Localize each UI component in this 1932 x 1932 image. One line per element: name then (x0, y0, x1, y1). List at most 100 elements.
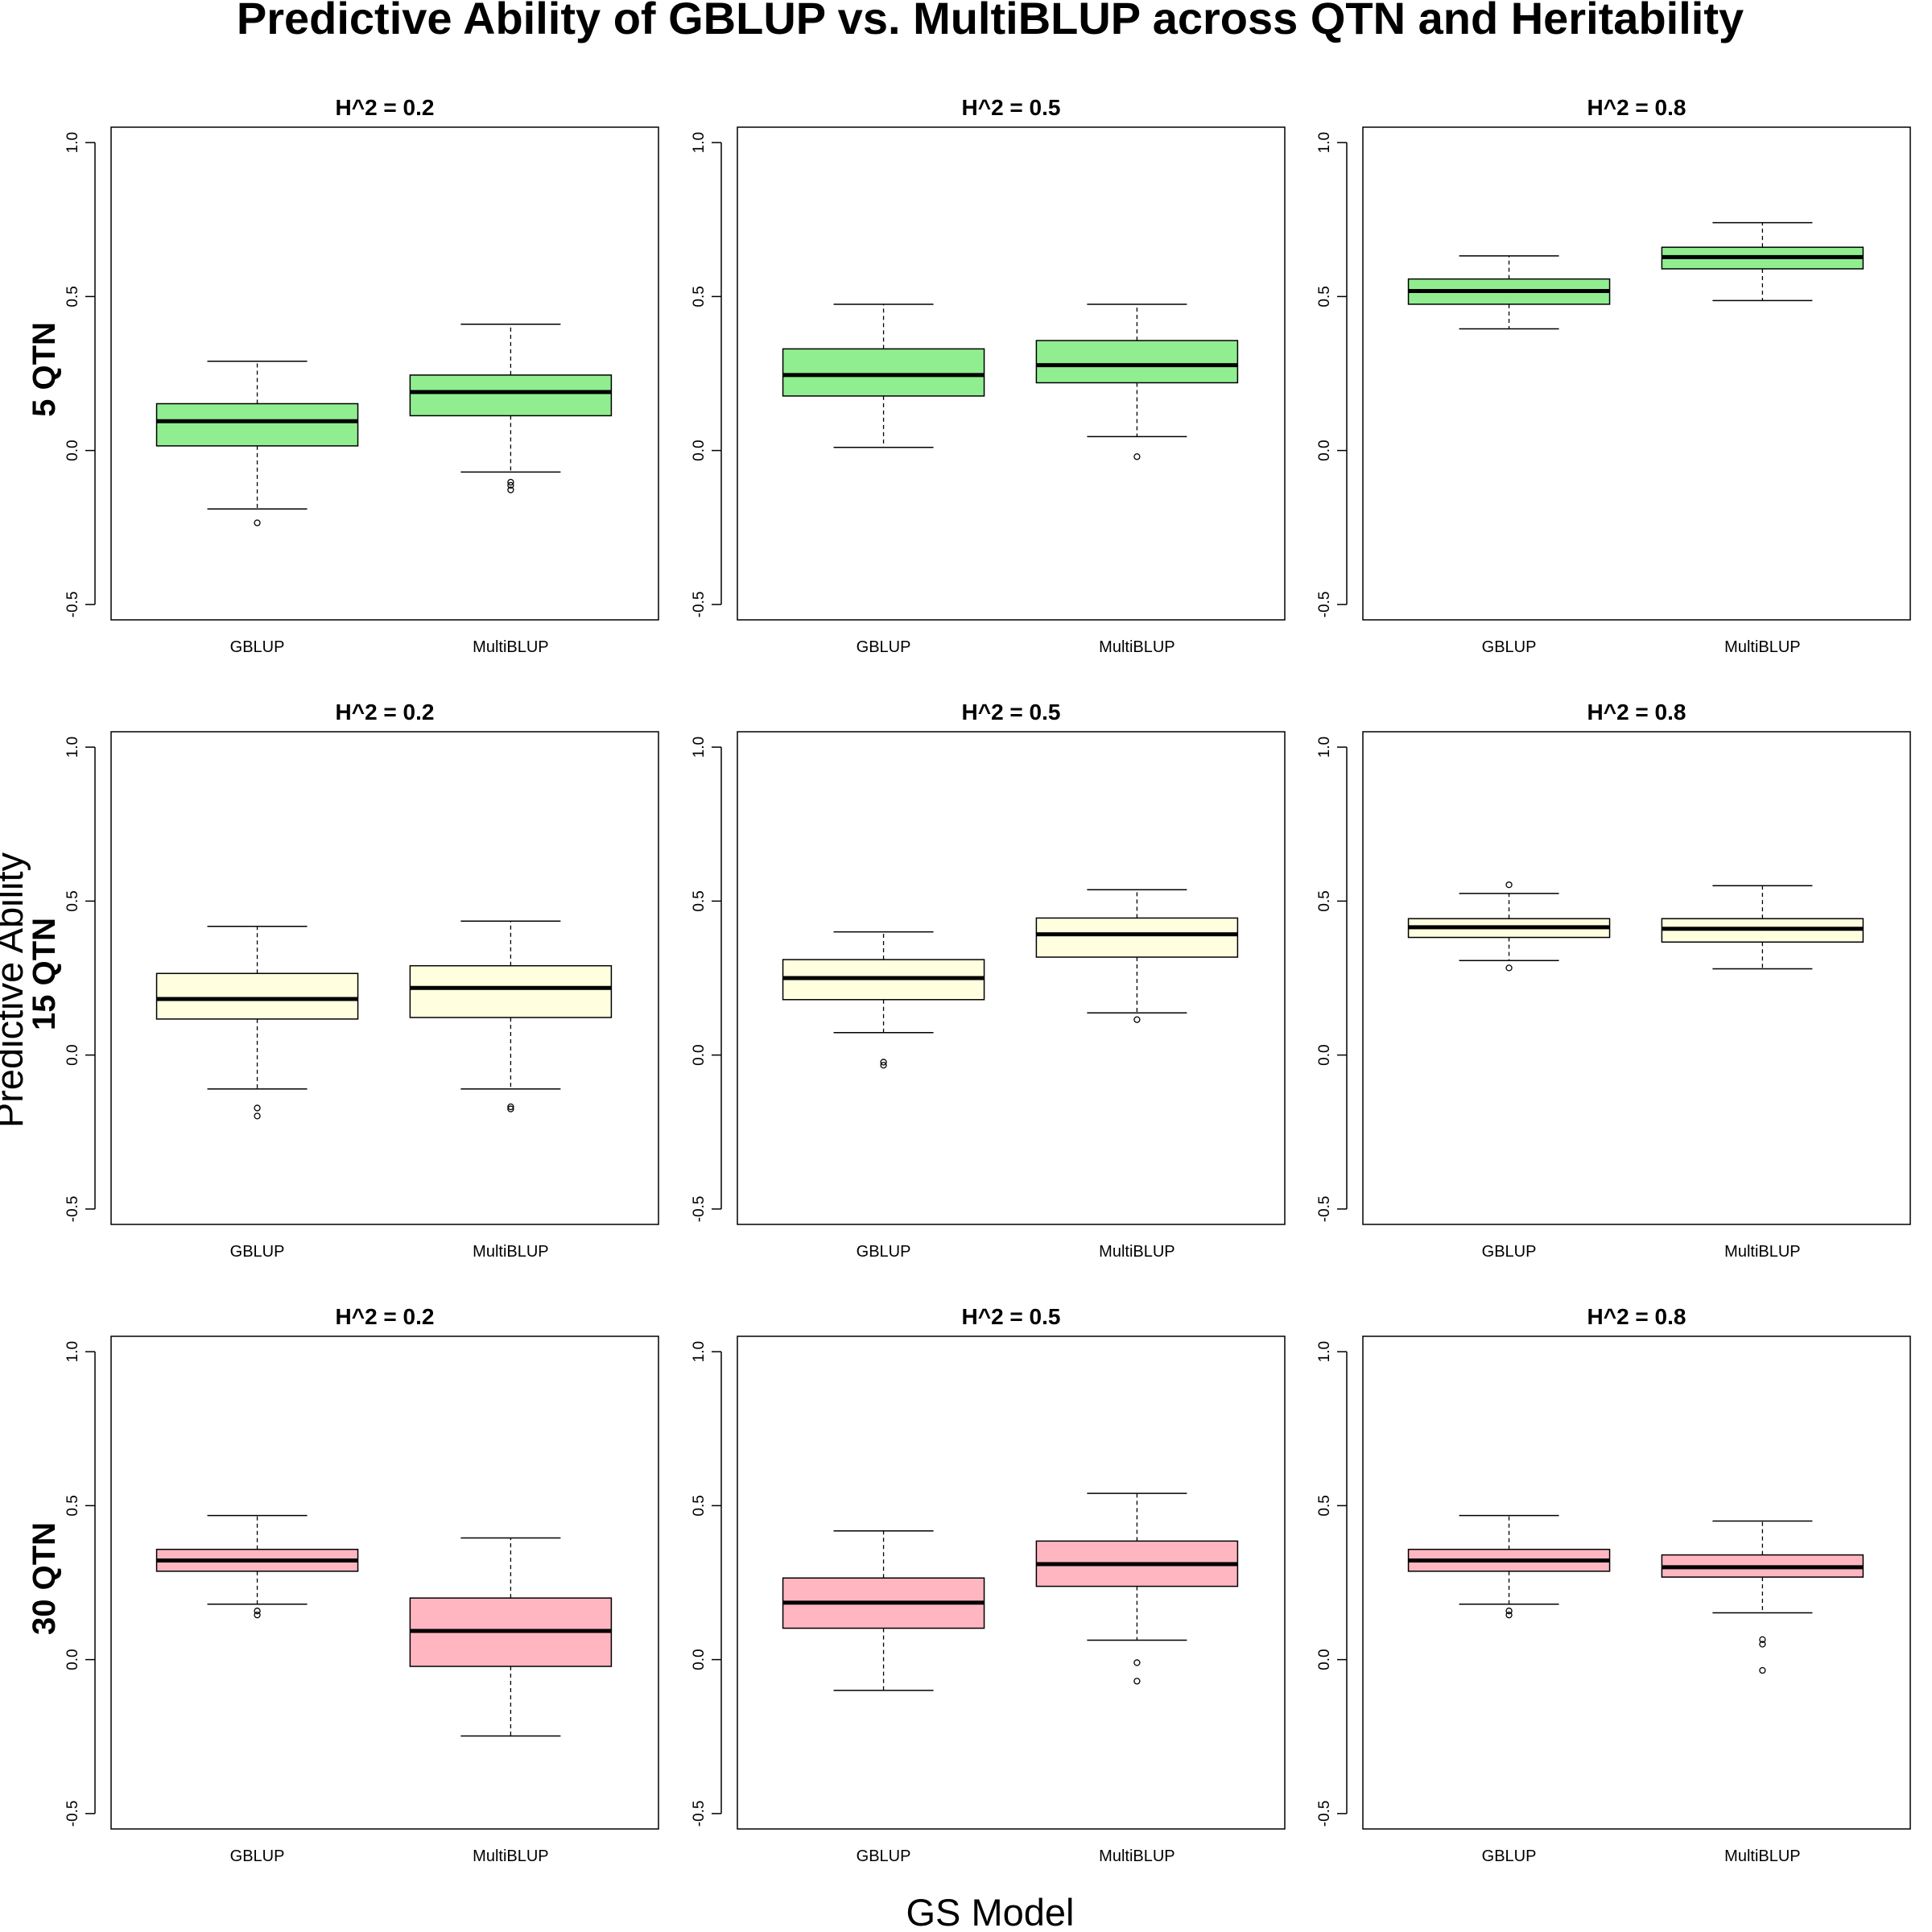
y-tick-label: 0.0 (691, 440, 708, 460)
box-gblup: GBLUP (782, 303, 985, 656)
y-tick-label: -0.5 (64, 1196, 81, 1223)
y-tick-label: 0.5 (64, 1495, 81, 1516)
outlier-point (254, 1612, 261, 1619)
box-gblup: GBLUP (782, 1530, 985, 1865)
box-gblup: GBLUP (782, 931, 985, 1261)
x-tick-label: MultiBLUP (473, 1243, 548, 1261)
iqr-box (409, 374, 613, 417)
y-tick-label: 0.0 (64, 1044, 81, 1065)
x-tick-label: GBLUP (857, 1847, 911, 1865)
y-tick-label: -0.5 (691, 1801, 708, 1827)
row-label: 5 QTN (27, 322, 62, 417)
x-tick-label: MultiBLUP (1099, 638, 1174, 656)
outlier-point (254, 1113, 261, 1120)
panel: H^2 = 0.5 -0.5 0.0 0.5 1.0 GBLUP MultiBLUP (691, 95, 1286, 656)
box-gblup: GBLUP (1407, 255, 1611, 656)
outlier-point (880, 1059, 887, 1066)
box-multiblup: MultiBLUP (1661, 885, 1864, 1261)
y-tick-label: 0.0 (1316, 1044, 1333, 1065)
y-tick-label: -0.5 (64, 1801, 81, 1827)
y-tick-label: 1.0 (1316, 132, 1333, 153)
y-tick-label: 0.5 (691, 1495, 708, 1516)
y-tick-label: 0.0 (691, 1044, 708, 1065)
outlier-point (1759, 1666, 1766, 1674)
box-multiblup: MultiBLUP (409, 324, 613, 656)
row-label: 15 QTN (27, 918, 62, 1030)
panel-title: H^2 = 0.2 (336, 1304, 435, 1329)
y-tick-label: 0.5 (691, 286, 708, 307)
outlier-point (1759, 1636, 1766, 1643)
panel: H^2 = 0.2 -0.5 0.0 0.5 1.0 GBLUP MultiBLUP (64, 95, 659, 656)
iqr-box (409, 964, 613, 1018)
outlier-point (254, 1104, 261, 1112)
outlier-point (1505, 881, 1513, 889)
y-tick-label: 1.0 (1316, 737, 1333, 758)
box-gblup: GBLUP (155, 360, 359, 656)
y-tick-label: 0.5 (691, 890, 708, 911)
outlier-point (1133, 1016, 1141, 1023)
y-tick-label: 0.0 (64, 440, 81, 460)
outlier-point (254, 519, 261, 526)
panel-title: H^2 = 0.2 (336, 95, 435, 120)
x-tick-label: GBLUP (857, 1243, 911, 1261)
panel: H^2 = 0.8 -0.5 0.0 0.5 1.0 GBLUP MultiBLUP (1316, 1304, 1911, 1865)
outlier-point (1505, 1612, 1513, 1619)
y-tick-label: 0.0 (691, 1649, 708, 1670)
chart-title: Predictive Ability of GBLUP vs. MultiBLU… (237, 0, 1744, 43)
panel-title: H^2 = 0.5 (962, 1304, 1061, 1329)
row-label: 30 QTN (27, 1522, 62, 1635)
x-tick-label: GBLUP (1482, 1847, 1537, 1865)
box-gblup: GBLUP (1407, 1514, 1611, 1865)
y-tick-label: 0.5 (1316, 1495, 1333, 1516)
y-tick-label: 1.0 (1316, 1341, 1333, 1362)
panel: H^2 = 0.8 -0.5 0.0 0.5 1.0 GBLUP MultiBLUP (1316, 95, 1911, 656)
y-tick-label: -0.5 (1316, 592, 1333, 618)
panel: H^2 = 0.2 -0.5 0.0 0.5 1.0 GBLUP MultiBLUP (64, 700, 659, 1261)
plot-frame (1362, 126, 1911, 621)
box-gblup: GBLUP (155, 1514, 359, 1865)
plot-frame (110, 1335, 659, 1830)
y-tick-label: 0.0 (1316, 1649, 1333, 1670)
iqr-box (1035, 340, 1239, 384)
plot-frame (737, 1335, 1286, 1830)
y-tick-label: -0.5 (691, 592, 708, 618)
x-tick-label: MultiBLUP (473, 1847, 548, 1865)
box-gblup: GBLUP (155, 925, 359, 1261)
panel: H^2 = 0.8 -0.5 0.0 0.5 1.0 GBLUP MultiBLUP (1316, 700, 1911, 1261)
plot-frame (737, 126, 1286, 621)
outlier-point (507, 481, 514, 489)
plot-frame (110, 731, 659, 1225)
outlier-point (507, 486, 514, 493)
outlier-point (1759, 1641, 1766, 1648)
plot-frame (737, 731, 1286, 1225)
iqr-box (155, 402, 359, 447)
box-multiblup: MultiBLUP (409, 920, 613, 1261)
plot-frame (1362, 731, 1911, 1225)
y-tick-label: 0.5 (64, 890, 81, 911)
panel-title: H^2 = 0.8 (1587, 700, 1686, 724)
outlier-point (1133, 1678, 1141, 1685)
y-tick-label: 1.0 (64, 737, 81, 758)
x-tick-label: GBLUP (230, 1847, 285, 1865)
x-tick-label: GBLUP (857, 638, 911, 656)
x-axis-label: GS Model (906, 1891, 1075, 1932)
x-tick-label: MultiBLUP (1099, 1847, 1174, 1865)
box-multiblup: MultiBLUP (1035, 1492, 1239, 1865)
y-tick-label: 0.0 (1316, 440, 1333, 460)
x-tick-label: GBLUP (230, 638, 285, 656)
x-tick-label: MultiBLUP (1099, 1243, 1174, 1261)
iqr-box (1035, 917, 1239, 958)
outlier-point (1505, 1608, 1513, 1615)
x-tick-label: MultiBLUP (473, 638, 548, 656)
outlier-point (1133, 453, 1141, 460)
y-tick-label: 1.0 (691, 132, 708, 153)
y-tick-label: 0.5 (1316, 286, 1333, 307)
y-tick-label: 0.0 (64, 1649, 81, 1670)
box-multiblup: MultiBLUP (1035, 889, 1239, 1261)
y-tick-label: 0.5 (1316, 890, 1333, 911)
panel: H^2 = 0.5 -0.5 0.0 0.5 1.0 GBLUP MultiBLUP (691, 1304, 1286, 1865)
outlier-point (1505, 964, 1513, 972)
panels-group: 5 QTN 15 QTN 30 QTN H^2 = 0.2 -0.5 0.0 0.5 1.0 G… (27, 95, 1911, 1865)
box-multiblup: MultiBLUP (1035, 303, 1239, 656)
